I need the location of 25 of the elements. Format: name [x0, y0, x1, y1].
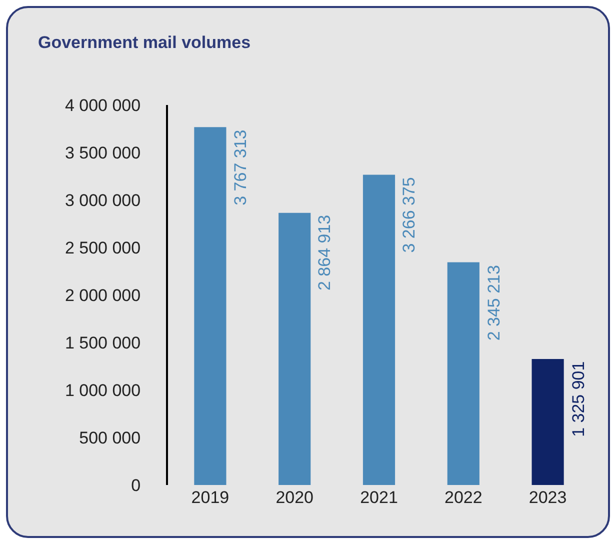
data-label: 2 345 213 — [484, 265, 504, 341]
data-label: 2 864 913 — [314, 214, 334, 290]
x-tick-label: 2023 — [528, 488, 567, 507]
chart-title: Government mail volumes — [38, 32, 251, 52]
bar — [532, 359, 564, 485]
data-label: 3 266 375 — [399, 177, 418, 253]
y-tick-label: 1 000 000 — [64, 380, 141, 400]
data-label: 3 767 313 — [231, 130, 250, 206]
y-tick-label: 0 — [131, 476, 141, 495]
x-tick-label: 2020 — [276, 488, 314, 507]
bar — [447, 262, 480, 485]
y-tick-label: 3 000 000 — [64, 190, 141, 210]
y-tick-label: 4 000 000 — [64, 96, 141, 115]
y-tick-label: 1 500 000 — [64, 333, 141, 352]
bar — [278, 212, 311, 485]
y-tick-label: 2 500 000 — [64, 238, 141, 258]
y-tick-label: 2 000 000 — [64, 286, 141, 305]
bar — [194, 127, 226, 485]
data-label: 1 325 901 — [568, 361, 588, 437]
y-tick-label: 500 000 — [79, 428, 141, 448]
x-tick-label: 2022 — [444, 488, 482, 507]
x-tick-label: 2019 — [191, 488, 230, 507]
y-tick-label: 3 500 000 — [64, 143, 141, 162]
x-tick-label: 2021 — [360, 488, 398, 507]
bar — [362, 174, 396, 485]
